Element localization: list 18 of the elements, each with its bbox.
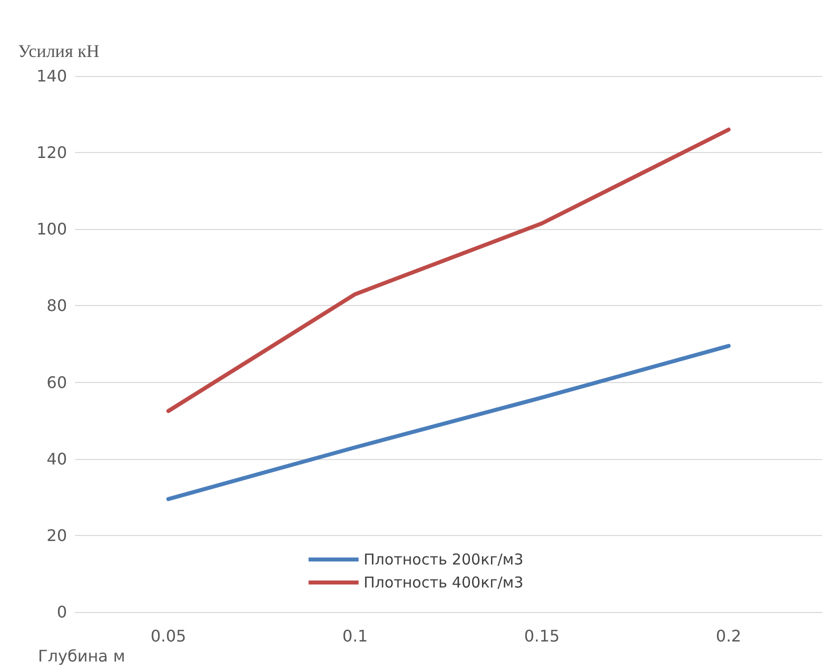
x-tick-label: 0.2: [716, 626, 742, 646]
y-tick-label: 0: [56, 602, 67, 622]
y-tick-label: 20: [46, 526, 67, 545]
legend-label: Плотность 200кг/м3: [364, 550, 524, 568]
x-axis-title: Глубина м: [38, 646, 126, 666]
y-tick-label: 100: [36, 220, 67, 239]
x-tick-label: 0.1: [342, 626, 368, 646]
y-tick-label: 60: [46, 372, 67, 392]
legend-label: Плотность 400кг/м3: [364, 574, 524, 592]
line-series: [166, 344, 731, 502]
x-tick-label: 0.05: [150, 626, 186, 646]
y-tick-label: 140: [36, 66, 67, 86]
x-tick-label: 0.15: [524, 626, 560, 646]
y-axis-title: Усилия кН: [18, 41, 100, 61]
y-tick-label: 80: [46, 296, 67, 316]
line-series: [166, 128, 731, 413]
y-tick-label: 40: [46, 449, 67, 468]
y-tick-label: 120: [36, 143, 67, 162]
